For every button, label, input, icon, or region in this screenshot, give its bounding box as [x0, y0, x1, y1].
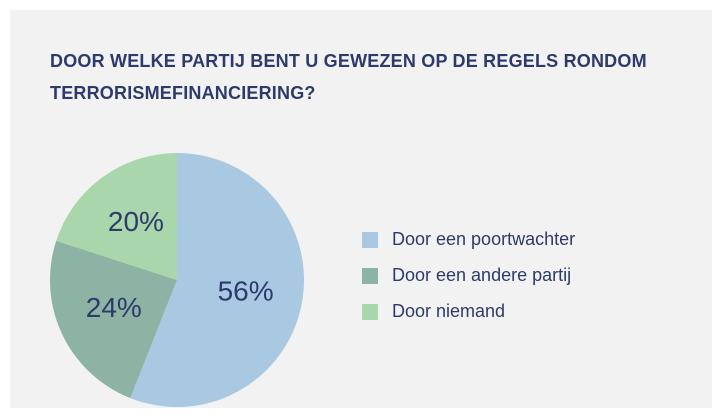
- legend-swatch: [362, 304, 378, 320]
- slice-label: 20%: [108, 206, 164, 237]
- legend-label: Door niemand: [392, 301, 505, 321]
- legend-swatch: [362, 232, 378, 248]
- legend-label: Door een poortwachter: [392, 229, 575, 249]
- legend-swatch: [362, 268, 378, 284]
- slice-label: 56%: [218, 275, 274, 306]
- pie-slice: [130, 153, 305, 407]
- pie-slice: [50, 240, 177, 399]
- legend-label: Door een andere partij: [392, 265, 571, 285]
- pie-slice: [56, 153, 178, 280]
- chart-title: DOOR WELKE PARTIJ BENT U GEWEZEN OP DE R…: [50, 51, 647, 103]
- slice-label: 24%: [86, 292, 142, 323]
